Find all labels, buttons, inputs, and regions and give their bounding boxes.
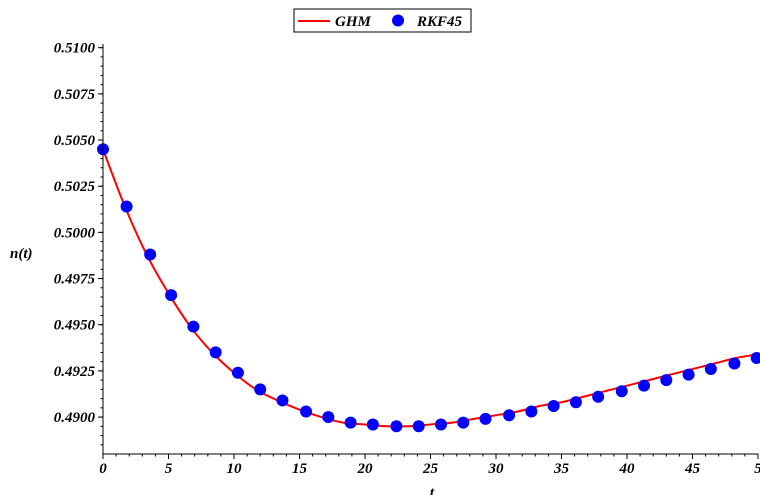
x-axis-label: t [430, 485, 435, 495]
x-tick-label: 20 [357, 461, 374, 477]
data-point-rkf45 [165, 289, 178, 302]
data-point-rkf45 [503, 409, 516, 422]
x-tick-label: 0 [99, 461, 107, 477]
data-point-rkf45 [366, 418, 379, 431]
legend-label-ghm: GHM [335, 14, 372, 30]
x-tick-label: 25 [422, 461, 439, 477]
data-point-rkf45 [638, 379, 651, 392]
y-tick-label: 0.5050 [54, 133, 96, 149]
y-tick-label: 0.5100 [54, 41, 96, 57]
x-tick-label: 45 [684, 461, 701, 477]
data-point-rkf45 [144, 248, 157, 261]
y-tick-label: 0.4900 [54, 410, 96, 426]
data-point-rkf45 [479, 412, 492, 425]
y-tick-label: 0.5075 [54, 87, 96, 103]
data-point-rkf45 [547, 399, 560, 412]
data-point-rkf45 [615, 385, 628, 398]
y-axis: 0.4900 0.4925 0.4950 0.4975 0.5000 0.5025 0.50… [54, 41, 104, 454]
data-point-rkf45 [322, 411, 335, 424]
legend-box [293, 8, 472, 33]
data-point-rkf45 [728, 357, 741, 370]
x-tick-label: 40 [619, 461, 636, 477]
x-tick-label: 15 [292, 461, 308, 477]
x-axis: 0 5 10 15 20 25 30 35 40 45 5 [99, 453, 760, 477]
data-point-rkf45 [209, 346, 222, 359]
x-tick-label: 10 [227, 461, 243, 477]
data-point-rkf45 [592, 390, 605, 403]
legend: GHM RKF45 [293, 8, 472, 33]
data-point-rkf45 [254, 383, 267, 396]
x-tick-label: 35 [553, 461, 570, 477]
plot-area [97, 143, 760, 433]
data-point-rkf45 [231, 366, 244, 379]
data-point-rkf45 [704, 363, 717, 376]
y-tick-label: 0.5000 [54, 225, 96, 241]
y-tick-label: 0.4950 [54, 318, 96, 334]
data-point-rkf45 [276, 394, 289, 407]
legend-swatch-rkf45 [392, 14, 404, 27]
y-axis-label: n(t) [10, 246, 33, 262]
data-point-rkf45 [412, 420, 425, 433]
y-tick-label: 0.5025 [54, 179, 96, 195]
data-point-rkf45 [187, 320, 200, 333]
legend-label-rkf45: RKF45 [416, 14, 463, 30]
data-point-rkf45 [569, 396, 582, 409]
x-tick-label: 5 [754, 461, 760, 477]
y-tick-label: 0.4975 [54, 272, 96, 288]
x-tick-label: 5 [165, 461, 173, 477]
data-point-rkf45 [434, 418, 447, 431]
data-point-rkf45 [682, 368, 695, 381]
data-point-rkf45 [750, 351, 760, 364]
data-point-rkf45 [390, 420, 403, 433]
x-tick-label: 30 [488, 461, 505, 477]
data-point-rkf45 [300, 405, 313, 418]
data-point-rkf45 [344, 416, 357, 429]
data-point-rkf45 [660, 374, 673, 387]
data-point-rkf45 [120, 200, 133, 213]
series-line-ghm [102, 148, 759, 428]
y-tick-label: 0.4925 [54, 364, 96, 380]
data-point-rkf45 [457, 416, 470, 429]
data-point-rkf45 [525, 405, 538, 418]
